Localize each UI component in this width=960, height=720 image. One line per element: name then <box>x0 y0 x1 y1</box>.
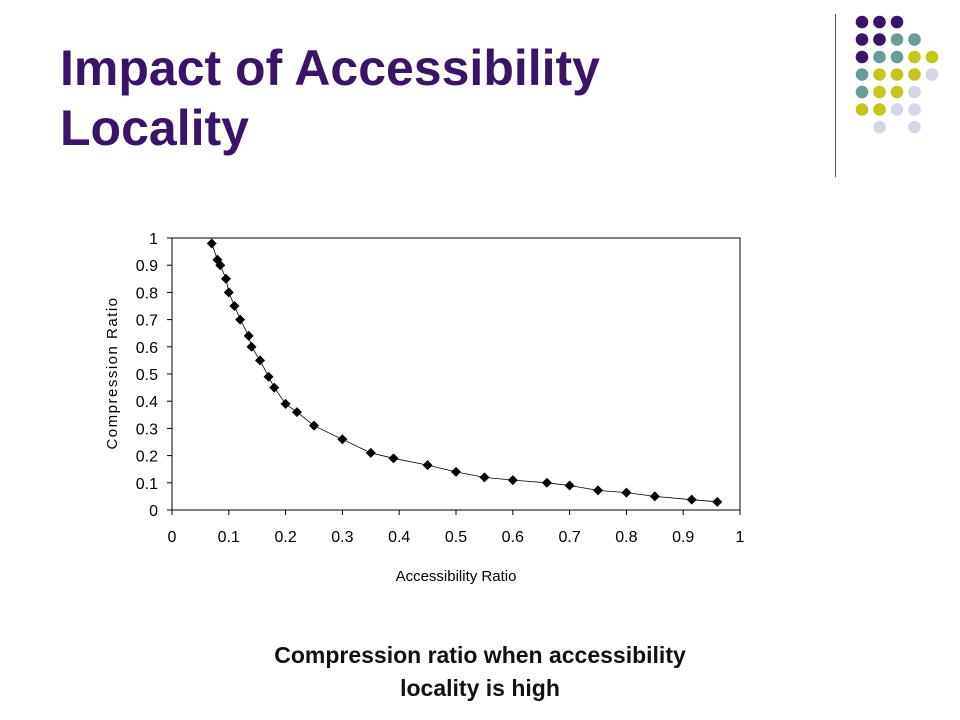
data-point-marker <box>291 407 302 418</box>
data-point-marker <box>686 494 697 505</box>
y-tick-label: 0.7 <box>136 313 158 330</box>
x-tick-label: 0.6 <box>502 529 524 546</box>
decorative-dot <box>855 103 869 116</box>
slide-title-line-1: Impact of Accessibility <box>60 40 600 96</box>
data-point-marker <box>206 238 217 249</box>
y-tick-label: 0.4 <box>136 394 158 411</box>
x-tick-label: 0.9 <box>672 529 694 546</box>
data-point-marker <box>621 487 632 498</box>
data-point-marker <box>309 420 319 431</box>
x-tick-label: 0.3 <box>331 529 353 546</box>
data-point-marker <box>479 472 490 483</box>
decorative-dot <box>873 120 886 134</box>
data-point-marker <box>593 485 603 496</box>
data-point-marker <box>269 382 280 393</box>
decorative-dot <box>855 15 869 29</box>
data-point-marker <box>365 447 376 458</box>
slide-title: Impact of Accessibility Locality <box>60 38 760 158</box>
series-line <box>211 243 718 503</box>
x-axis-label: Accessibility Ratio <box>396 568 517 585</box>
x-tick-label: 0.2 <box>274 529 296 546</box>
decorative-dot <box>873 68 886 81</box>
data-point-marker <box>564 480 575 491</box>
data-point-marker <box>507 475 518 486</box>
data-point-marker <box>246 341 257 352</box>
decorative-dot <box>855 85 869 99</box>
y-tick-label: 0.5 <box>136 367 158 384</box>
y-tick-label: 0.9 <box>136 258 158 275</box>
decorative-dot <box>873 33 886 46</box>
y-tick-label: 1 <box>149 231 158 248</box>
decorative-dot <box>908 50 921 64</box>
data-point-marker <box>229 301 240 311</box>
data-point-marker <box>388 453 399 464</box>
x-tick-label: 0.4 <box>388 529 410 546</box>
title-divider <box>835 14 836 177</box>
decorative-dot <box>925 68 939 81</box>
data-point-marker <box>263 371 274 382</box>
y-tick-label: 0.8 <box>136 285 158 302</box>
data-point-marker <box>451 466 461 477</box>
data-point-marker <box>649 491 660 502</box>
data-point-marker <box>280 398 291 409</box>
x-tick-label: 0.8 <box>615 529 637 546</box>
y-tick-label: 0.2 <box>136 449 158 466</box>
x-tick-label: 1 <box>736 529 745 546</box>
decorative-dot <box>873 103 886 116</box>
decorative-dot <box>855 68 869 81</box>
decorative-dot <box>890 85 904 99</box>
decorative-dot <box>890 50 904 64</box>
decorative-dot <box>873 85 886 99</box>
compression-ratio-chart: 0 0.1 0.2 0.3 0.4 0.5 0.6 0.7 0.8 0.9 1 0 0.1 0.2 0.3 0… <box>104 231 745 585</box>
data-point-marker <box>712 496 723 507</box>
decorative-dot <box>873 50 886 64</box>
data-point-marker <box>220 273 231 284</box>
decorative-dot <box>890 68 904 81</box>
y-tick-label: 0.1 <box>136 476 158 493</box>
decorative-dot <box>890 15 904 29</box>
data-point-marker <box>215 260 226 271</box>
decorative-dot <box>925 50 939 64</box>
decorative-dot <box>908 68 921 81</box>
decorative-dot <box>908 85 921 99</box>
slide-title-line-2: Locality <box>60 100 249 156</box>
x-tick-label: 0 <box>168 529 177 546</box>
decorative-dot <box>890 33 904 46</box>
y-tick-label: 0.3 <box>136 421 158 438</box>
decorative-dot <box>855 50 869 64</box>
x-tick-label: 0.1 <box>218 529 240 546</box>
data-point-marker <box>255 355 266 366</box>
decorative-dot <box>873 15 886 29</box>
data-point-marker <box>422 460 433 471</box>
data-point-marker <box>223 287 234 298</box>
decorative-dot <box>908 103 921 116</box>
y-tick-label: 0.6 <box>136 340 158 357</box>
data-point-marker <box>235 314 246 325</box>
y-tick-label: 0 <box>149 503 158 520</box>
decorative-dot <box>890 103 904 116</box>
data-point-marker <box>243 330 254 341</box>
data-point-marker <box>337 434 348 445</box>
x-tick-label: 0.5 <box>445 529 467 546</box>
data-point-marker <box>541 477 552 488</box>
y-axis-label: Compression Ratio <box>104 296 121 449</box>
decorative-dot <box>908 33 921 46</box>
decorative-dot <box>908 120 921 134</box>
x-tick-label: 0.7 <box>558 529 580 546</box>
decorative-dot <box>855 33 869 46</box>
caption-line-1: Compression ratio when accessibility <box>274 642 686 668</box>
caption-line-2: locality is high <box>400 675 560 701</box>
decorative-dot-grid <box>855 15 939 134</box>
